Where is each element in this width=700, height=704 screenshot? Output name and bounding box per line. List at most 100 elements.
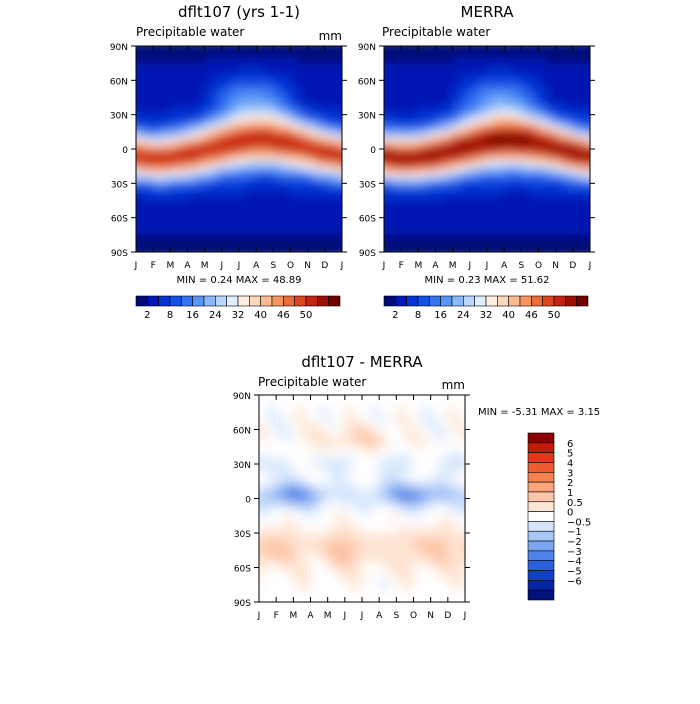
heatmap-cell <box>310 423 320 431</box>
heatmap-cell <box>521 240 531 247</box>
heatmap-cell <box>196 80 206 87</box>
heatmap-cell <box>290 194 300 202</box>
heatmap-cell <box>247 68 257 76</box>
heatmap-cell <box>136 114 146 121</box>
heatmap-cell <box>547 160 557 167</box>
heatmap-cell <box>538 126 548 133</box>
heatmap-cell <box>256 234 266 242</box>
heatmap-cell <box>547 80 557 87</box>
heatmap-cell <box>273 97 283 104</box>
heatmap-cell <box>379 400 389 408</box>
heatmap-cell <box>170 74 180 81</box>
heatmap-cell <box>409 74 419 81</box>
heatmap-cell <box>572 149 583 156</box>
heatmap-cell <box>435 51 445 59</box>
heatmap-cell <box>384 240 385 247</box>
heatmap-cell <box>170 206 180 213</box>
heatmap-cell <box>392 171 402 179</box>
heatmap-cell <box>370 475 380 482</box>
heatmap-cell <box>401 149 411 156</box>
heatmap-cell <box>384 131 394 139</box>
heatmap-cell <box>259 544 269 551</box>
heatmap-cell <box>301 412 312 419</box>
heatmap-cell <box>327 418 337 425</box>
colorbar: 2 8 16 24 32 40 46 50 <box>135 295 341 321</box>
heatmap-cell <box>426 206 437 213</box>
heatmap-cell <box>336 579 346 586</box>
heatmap-cell <box>336 395 346 402</box>
heatmap-cell <box>439 573 449 580</box>
heatmap-cell <box>247 217 257 224</box>
heatmap-cell <box>404 561 415 569</box>
heatmap-cell <box>264 108 274 116</box>
y-tick-label: 30N <box>358 112 376 122</box>
heatmap-cell <box>401 160 411 167</box>
heatmap-cell <box>456 487 465 494</box>
heatmap-cell <box>547 51 557 59</box>
heatmap-cell <box>259 590 269 597</box>
heatmap-cell <box>487 63 497 70</box>
heatmap-cell <box>310 469 320 477</box>
heatmap-cell <box>144 97 154 104</box>
heatmap-cell <box>404 515 415 523</box>
heatmap-cell <box>396 487 406 494</box>
heatmap-cell <box>153 154 163 162</box>
heatmap-cell <box>299 103 309 110</box>
heatmap-cell <box>247 177 257 184</box>
heatmap-cell <box>495 63 505 70</box>
heatmap-cell <box>247 80 257 87</box>
heatmap-cell <box>307 189 317 196</box>
heatmap-cell <box>370 412 380 419</box>
heatmap-cell <box>430 584 440 592</box>
heatmap-cell <box>344 481 355 488</box>
heatmap-cell <box>293 469 303 477</box>
heatmap-cell <box>267 515 277 523</box>
heatmap-cell <box>422 590 432 597</box>
heatmap-cell <box>353 446 363 454</box>
heatmap-cell <box>447 464 458 471</box>
heatmap-cell <box>259 590 260 597</box>
colorbar-label: 0.5 <box>567 498 583 509</box>
heatmap-cell <box>299 229 309 236</box>
heatmap-cell <box>370 469 380 477</box>
heatmap-cell <box>290 51 300 59</box>
heatmap-cell <box>456 498 465 505</box>
heatmap-cell <box>447 452 458 459</box>
heatmap-cell <box>392 149 402 156</box>
heatmap-cell <box>495 57 505 64</box>
heatmap-cell <box>401 229 411 236</box>
heatmap-cell <box>465 573 474 579</box>
heatmap-cell <box>344 556 355 563</box>
heatmap-cell <box>144 108 154 116</box>
heatmap-cell <box>478 194 488 202</box>
heatmap-cell <box>456 533 465 540</box>
heatmap-cell <box>293 533 303 540</box>
heatmap-cell <box>555 211 565 219</box>
heatmap-cell <box>353 561 363 569</box>
heatmap-cell <box>316 137 326 144</box>
heatmap-cell <box>301 423 312 431</box>
heatmap-cell <box>521 80 531 87</box>
heatmap-cell <box>301 458 312 465</box>
heatmap-cell <box>213 86 223 93</box>
heatmap-cell <box>447 521 458 528</box>
heatmap-cell <box>512 63 522 70</box>
heatmap-cell <box>136 51 146 59</box>
heatmap-cell <box>213 80 223 87</box>
heatmap-cell <box>465 568 474 574</box>
heatmap-cell <box>247 206 257 213</box>
heatmap-cell <box>161 211 171 219</box>
x-tick-label: M <box>414 261 422 271</box>
heatmap-cell <box>161 171 171 179</box>
heatmap-cell <box>196 200 206 207</box>
heatmap-cell <box>324 217 335 224</box>
heatmap-cell <box>239 143 249 150</box>
heatmap-cell <box>273 160 283 167</box>
heatmap-cell <box>401 97 411 104</box>
heatmap-cell <box>267 510 277 517</box>
heatmap-cell <box>547 46 557 53</box>
heatmap-cell <box>299 206 309 213</box>
heatmap-cell <box>396 533 406 540</box>
heatmap-cell <box>256 46 266 53</box>
heatmap-cell <box>213 183 223 190</box>
